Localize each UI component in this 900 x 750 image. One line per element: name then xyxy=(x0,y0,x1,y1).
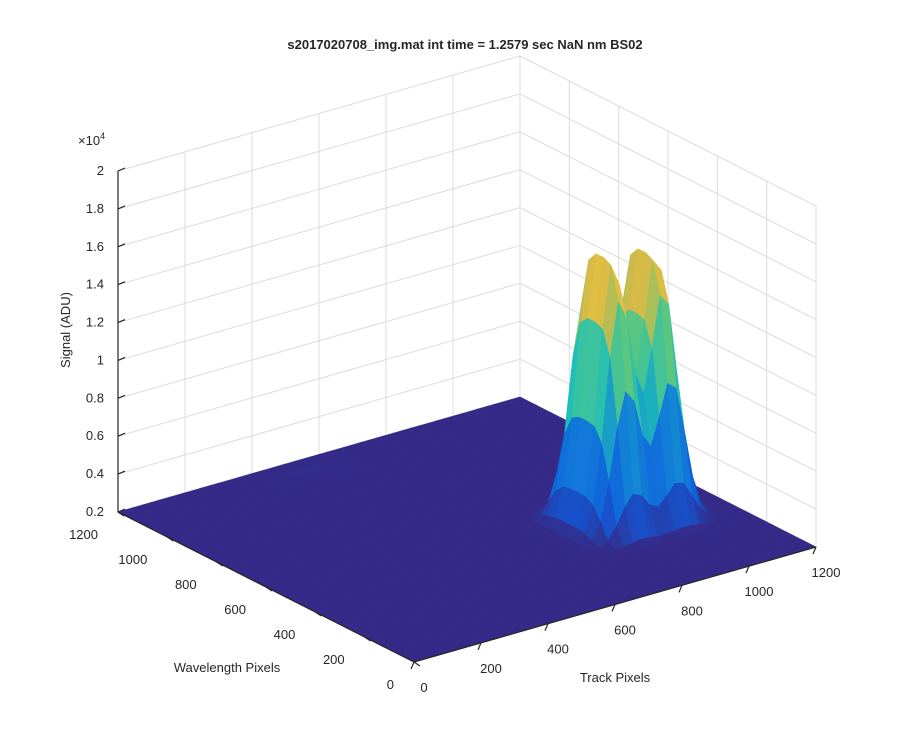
z-tick-label: 1.4 xyxy=(86,277,104,292)
z-tick-mark xyxy=(117,508,126,513)
y-tick-mark xyxy=(364,636,371,642)
x-tick-mark xyxy=(477,642,482,651)
z-axis-multiplier: ×104 xyxy=(78,131,105,148)
x-tick-label: 200 xyxy=(480,661,502,676)
z-tick-label: 0.4 xyxy=(86,466,104,481)
y-tick-mark xyxy=(413,661,421,667)
surface-layer xyxy=(117,248,817,663)
z-tick-label: 1 xyxy=(97,352,104,367)
z-tick-mark xyxy=(117,470,126,475)
z-multiplier-base: ×10 xyxy=(78,133,100,148)
z-tick-label: 0.8 xyxy=(86,390,104,405)
z-tick-mark xyxy=(117,243,126,248)
x-tick-mark xyxy=(544,623,549,631)
y-tick-label: 0 xyxy=(387,677,394,692)
x-tick-label: 600 xyxy=(614,623,636,638)
z-tick-mark xyxy=(117,319,126,324)
tick-layer: 0200400600800100012000200400600800100012… xyxy=(69,163,840,695)
z-tick-label: 1.8 xyxy=(86,201,104,216)
y-tick-mark xyxy=(265,586,273,592)
z-tick-label: 1.6 xyxy=(86,239,104,254)
z-tick-label: 0.2 xyxy=(86,504,104,519)
z-tick-label: 2 xyxy=(97,163,104,178)
z-axis-label: Signal (ADU) xyxy=(58,292,73,368)
y-tick-label: 800 xyxy=(175,577,197,592)
x-tick-label: 1000 xyxy=(745,584,774,599)
chart-title: s2017020708_img.mat int time = 1.2579 se… xyxy=(287,37,642,52)
x-axis-label: Track Pixels xyxy=(580,670,651,685)
y-tick-label: 1000 xyxy=(118,552,147,567)
z-tick-mark xyxy=(117,205,126,210)
y-tick-mark xyxy=(117,511,125,517)
x-tick-mark xyxy=(611,604,616,612)
z-tick-mark xyxy=(117,167,126,172)
x-tick-mark xyxy=(812,546,817,555)
y-tick-mark xyxy=(315,611,322,617)
y-tick-label: 600 xyxy=(224,602,246,617)
y-tick-mark xyxy=(167,536,174,542)
x-tick-mark xyxy=(410,661,415,670)
z-tick-label: 0.6 xyxy=(86,428,104,443)
x-tick-label: 1200 xyxy=(812,565,841,580)
z-tick-mark xyxy=(117,281,126,286)
y-axis-label: Wavelength Pixels xyxy=(174,660,281,675)
z-tick-label: 1.2 xyxy=(86,315,104,330)
y-tick-label: 200 xyxy=(323,652,345,667)
z-tick-mark xyxy=(117,394,126,399)
y-tick-mark xyxy=(216,561,223,567)
x-tick-label: 400 xyxy=(547,642,569,657)
z-tick-mark xyxy=(117,432,126,437)
y-tick-label: 1200 xyxy=(69,527,98,542)
y-tick-label: 400 xyxy=(274,627,296,642)
x-tick-mark xyxy=(678,585,683,593)
x-tick-mark xyxy=(745,565,750,574)
x-tick-label: 0 xyxy=(420,680,427,695)
x-tick-label: 800 xyxy=(681,603,703,618)
z-tick-mark xyxy=(117,356,126,361)
z-multiplier-exponent: 4 xyxy=(100,131,105,141)
